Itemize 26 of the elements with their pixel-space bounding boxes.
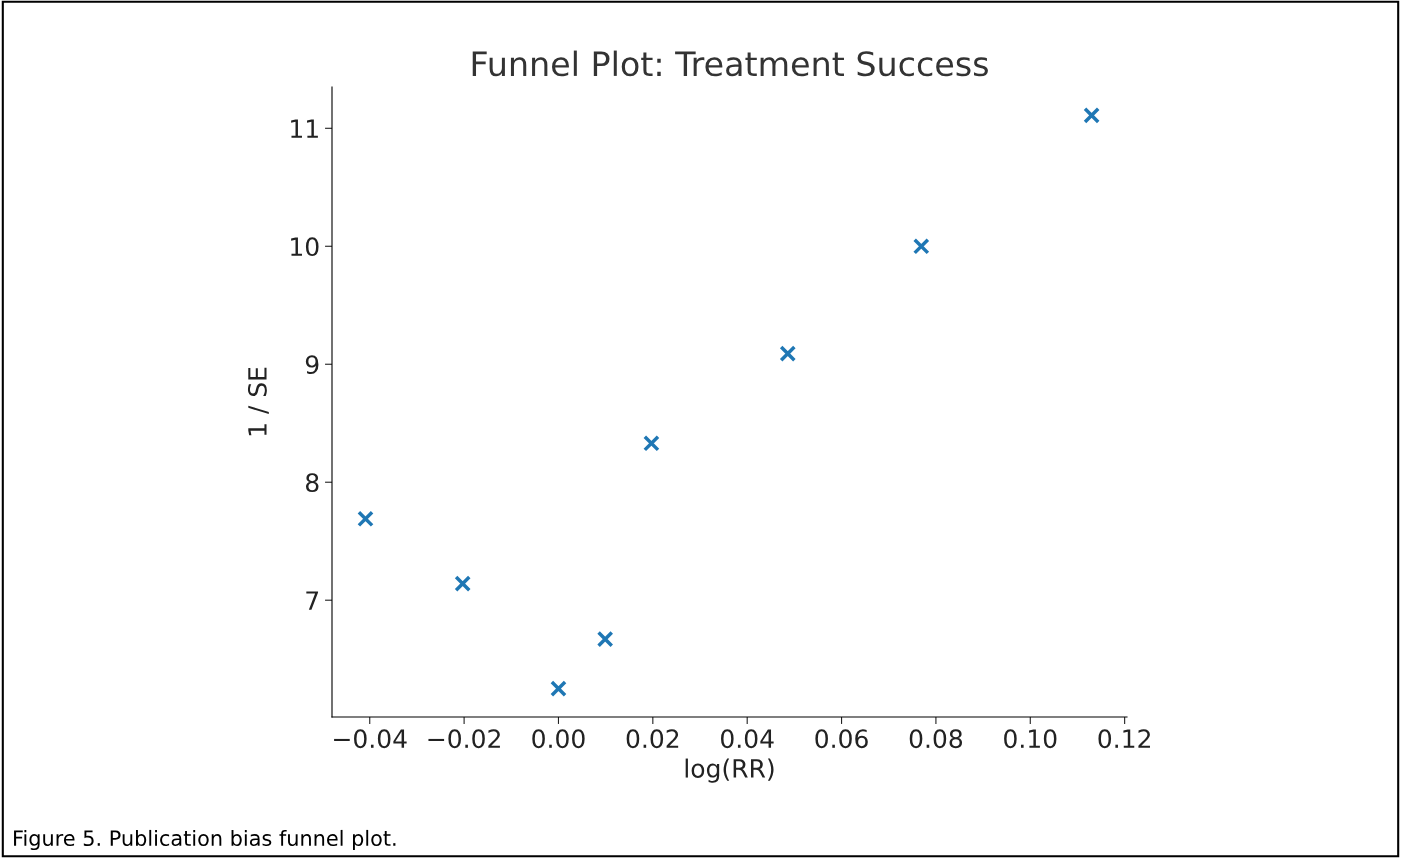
point xyxy=(550,680,567,698)
x-tick-label: 0.12 xyxy=(1098,729,1150,749)
y-tick-label: 7 xyxy=(306,591,319,610)
x-tick-label: 0.04 xyxy=(721,729,774,749)
y-axis-title: 1 / SE xyxy=(247,367,269,436)
point xyxy=(912,237,930,255)
chart-title: Funnel Plot: Treatment Success xyxy=(472,50,988,77)
x-tick-label: 0.08 xyxy=(909,729,963,749)
x-tick-label: 0.02 xyxy=(626,729,679,749)
y-tick-label: 11 xyxy=(291,119,318,138)
x-tick-label: 0.06 xyxy=(815,729,868,749)
point xyxy=(357,510,374,528)
point xyxy=(454,575,472,593)
caption: Figure 5. Publication bias funnel plot. xyxy=(14,829,396,851)
x-tick-label: −0.04 xyxy=(334,729,407,749)
x-tick-label: 0.10 xyxy=(1004,729,1057,749)
point xyxy=(596,630,614,648)
y-tick-label: 8 xyxy=(305,473,319,493)
point xyxy=(779,345,797,362)
point xyxy=(643,434,660,452)
x-axis-title: log(RR) xyxy=(685,758,774,783)
y-tick-label: 10 xyxy=(291,237,319,257)
y-tick-label: 9 xyxy=(305,355,319,375)
point xyxy=(1083,106,1100,124)
x-tick-label: 0.00 xyxy=(532,729,585,749)
x-tick-label: −0.02 xyxy=(428,729,500,749)
